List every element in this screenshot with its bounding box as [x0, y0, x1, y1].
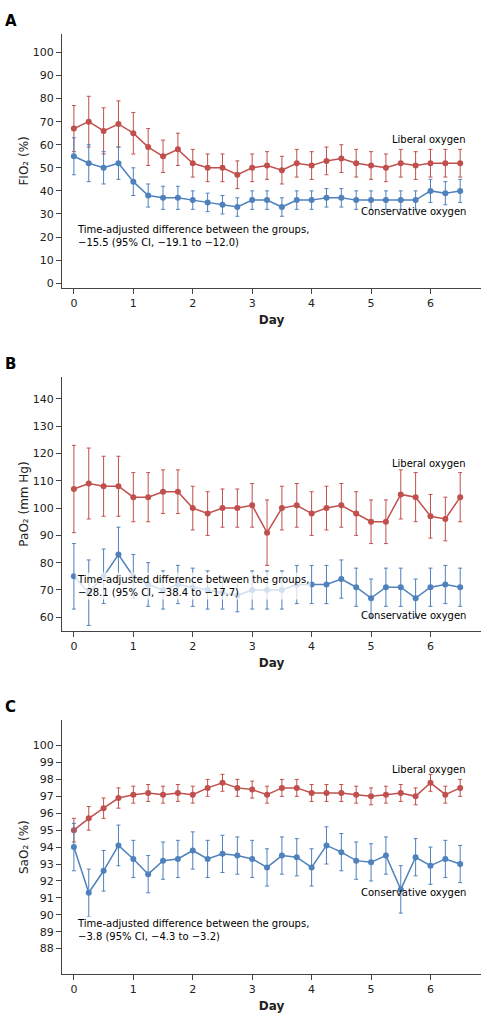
- svg-text:Conservative oxygen: Conservative oxygen: [361, 887, 466, 898]
- svg-text:Time-adjusted difference betwe: Time-adjusted difference between the gro…: [77, 224, 309, 248]
- svg-text:4: 4: [308, 640, 315, 653]
- svg-text:60: 60: [40, 139, 54, 152]
- svg-text:PaO₂ (mm Hg): PaO₂ (mm Hg): [17, 461, 31, 546]
- svg-text:1: 1: [130, 640, 137, 653]
- svg-text:Conservative oxygen: Conservative oxygen: [361, 206, 466, 217]
- svg-text:90: 90: [40, 529, 54, 542]
- svg-text:4: 4: [308, 297, 315, 310]
- svg-text:Time-adjusted difference betwe: Time-adjusted difference between the gro…: [77, 918, 309, 942]
- svg-text:Day: Day: [259, 999, 285, 1013]
- svg-text:98: 98: [40, 773, 54, 786]
- svg-text:20: 20: [40, 231, 54, 244]
- svg-text:Liberal oxygen: Liberal oxygen: [392, 134, 466, 145]
- svg-text:5: 5: [368, 983, 375, 996]
- svg-text:100: 100: [33, 739, 54, 752]
- svg-text:30: 30: [40, 208, 54, 221]
- svg-text:97: 97: [40, 790, 54, 803]
- svg-text:91: 91: [40, 892, 54, 905]
- svg-text:5: 5: [368, 640, 375, 653]
- svg-text:3: 3: [249, 983, 256, 996]
- svg-text:40: 40: [40, 185, 54, 198]
- svg-text:100: 100: [33, 46, 54, 59]
- svg-text:0: 0: [47, 277, 54, 290]
- svg-text:SaO₂ (%): SaO₂ (%): [17, 820, 31, 874]
- svg-text:94: 94: [40, 841, 54, 854]
- svg-text:Liberal oxygen: Liberal oxygen: [392, 458, 466, 469]
- svg-text:92: 92: [40, 875, 54, 888]
- svg-text:C: C: [5, 698, 16, 716]
- svg-text:0: 0: [70, 640, 77, 653]
- svg-text:0: 0: [70, 297, 77, 310]
- svg-text:3: 3: [249, 297, 256, 310]
- svg-text:95: 95: [40, 824, 54, 837]
- svg-text:2: 2: [189, 640, 196, 653]
- svg-text:88: 88: [40, 942, 54, 955]
- svg-text:Time-adjusted difference betwe: Time-adjusted difference between the gro…: [77, 574, 309, 598]
- svg-text:140: 140: [33, 393, 54, 406]
- svg-text:1: 1: [130, 297, 137, 310]
- svg-text:100: 100: [33, 502, 54, 515]
- svg-text:99: 99: [40, 756, 54, 769]
- svg-text:Day: Day: [259, 656, 285, 670]
- svg-text:6: 6: [427, 640, 434, 653]
- svg-text:0: 0: [70, 983, 77, 996]
- svg-text:70: 70: [40, 584, 54, 597]
- svg-text:Day: Day: [259, 313, 285, 327]
- svg-text:6: 6: [427, 297, 434, 310]
- svg-text:10: 10: [40, 254, 54, 267]
- svg-text:3: 3: [249, 640, 256, 653]
- svg-text:70: 70: [40, 116, 54, 129]
- svg-text:1: 1: [130, 983, 137, 996]
- svg-text:96: 96: [40, 807, 54, 820]
- svg-text:Conservative oxygen: Conservative oxygen: [361, 610, 466, 621]
- svg-text:6: 6: [427, 983, 434, 996]
- svg-text:50: 50: [40, 162, 54, 175]
- svg-text:93: 93: [40, 858, 54, 871]
- svg-text:B: B: [5, 355, 16, 373]
- svg-text:FIO₂ (%): FIO₂ (%): [17, 136, 31, 185]
- svg-text:80: 80: [40, 92, 54, 105]
- svg-text:Liberal oxygen: Liberal oxygen: [392, 764, 466, 775]
- svg-text:A: A: [5, 12, 17, 30]
- svg-text:2: 2: [189, 297, 196, 310]
- svg-text:90: 90: [40, 909, 54, 922]
- svg-text:89: 89: [40, 926, 54, 939]
- svg-text:60: 60: [40, 611, 54, 624]
- svg-text:130: 130: [33, 420, 54, 433]
- svg-text:4: 4: [308, 983, 315, 996]
- svg-text:90: 90: [40, 69, 54, 82]
- svg-text:2: 2: [189, 983, 196, 996]
- svg-text:120: 120: [33, 447, 54, 460]
- svg-text:80: 80: [40, 557, 54, 570]
- svg-text:5: 5: [368, 297, 375, 310]
- svg-text:110: 110: [33, 475, 54, 488]
